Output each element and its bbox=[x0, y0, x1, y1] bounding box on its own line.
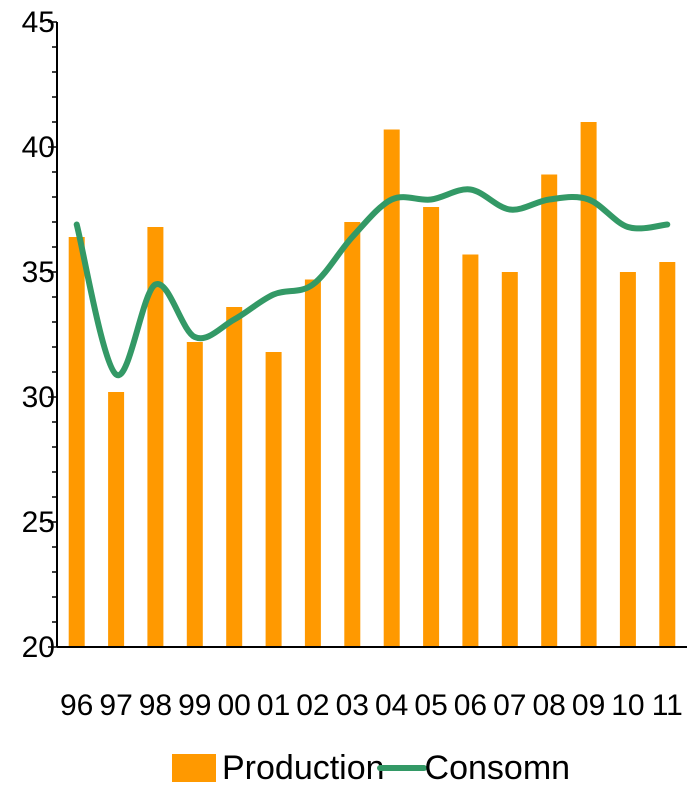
y-tick-label-45: 45 bbox=[22, 6, 55, 39]
x-tick-label-99: 99 bbox=[178, 689, 211, 722]
bar-production-06 bbox=[462, 254, 479, 647]
x-tick-label-10: 10 bbox=[611, 689, 644, 722]
x-tick-label-08: 08 bbox=[533, 689, 566, 722]
y-axis-ticks: 20 25 30 35 40 45 bbox=[22, 6, 57, 664]
legend-swatch-production bbox=[172, 754, 216, 782]
y-tick-label-20: 20 bbox=[22, 631, 55, 664]
bar-production-03 bbox=[344, 222, 361, 647]
x-tick-label-01: 01 bbox=[257, 689, 290, 722]
chart: 20 25 30 35 40 45 96 97 98 99 00 01 02 03 04 05 06 07 08 0… bbox=[22, 6, 687, 722]
x-tick-label-00: 00 bbox=[218, 689, 251, 722]
x-tick-label-07: 07 bbox=[493, 689, 526, 722]
bar-production-02 bbox=[304, 279, 321, 647]
bar-production-00 bbox=[226, 307, 243, 647]
y-tick-label-30: 30 bbox=[22, 381, 55, 414]
x-axis-labels: 96 97 98 99 00 01 02 03 04 05 06 07 08 09 10 11 bbox=[60, 689, 683, 722]
x-tick-label-96: 96 bbox=[60, 689, 93, 722]
bar-production-96 bbox=[68, 237, 85, 647]
legend-label-production: Production bbox=[222, 748, 385, 787]
legend-swatch-consomn bbox=[376, 765, 427, 771]
bar-production-07 bbox=[501, 272, 518, 647]
bar-production-11 bbox=[659, 262, 676, 647]
bar-production-99 bbox=[186, 342, 203, 647]
y-tick-label-40: 40 bbox=[22, 131, 55, 164]
bar-production-08 bbox=[541, 174, 558, 647]
x-tick-label-02: 02 bbox=[296, 689, 329, 722]
x-tick-label-11: 11 bbox=[652, 689, 683, 722]
x-tick-label-05: 05 bbox=[414, 689, 447, 722]
bar-production-10 bbox=[619, 272, 636, 647]
x-tick-label-06: 06 bbox=[454, 689, 487, 722]
legend-item-consomn: Consomn bbox=[376, 748, 571, 788]
bar-production-01 bbox=[265, 352, 282, 647]
x-tick-label-03: 03 bbox=[336, 689, 369, 722]
legend-item-production: Production bbox=[172, 749, 385, 788]
bar-series-production bbox=[68, 122, 676, 647]
x-tick-label-09: 09 bbox=[572, 689, 605, 722]
bar-production-05 bbox=[423, 207, 440, 647]
x-tick-label-97: 97 bbox=[99, 689, 132, 722]
x-tick-label-98: 98 bbox=[139, 689, 172, 722]
y-tick-label-25: 25 bbox=[22, 506, 55, 539]
legend: Production Consomn bbox=[172, 748, 570, 788]
bar-production-04 bbox=[383, 129, 400, 647]
x-tick-label-04: 04 bbox=[375, 689, 408, 722]
bar-production-97 bbox=[108, 392, 125, 647]
line-series-consomn bbox=[73, 186, 671, 378]
legend-label-consomn: Consomn bbox=[424, 748, 571, 787]
bar-production-98 bbox=[147, 227, 164, 647]
bar-production-09 bbox=[580, 122, 597, 647]
y-tick-label-35: 35 bbox=[22, 256, 55, 289]
